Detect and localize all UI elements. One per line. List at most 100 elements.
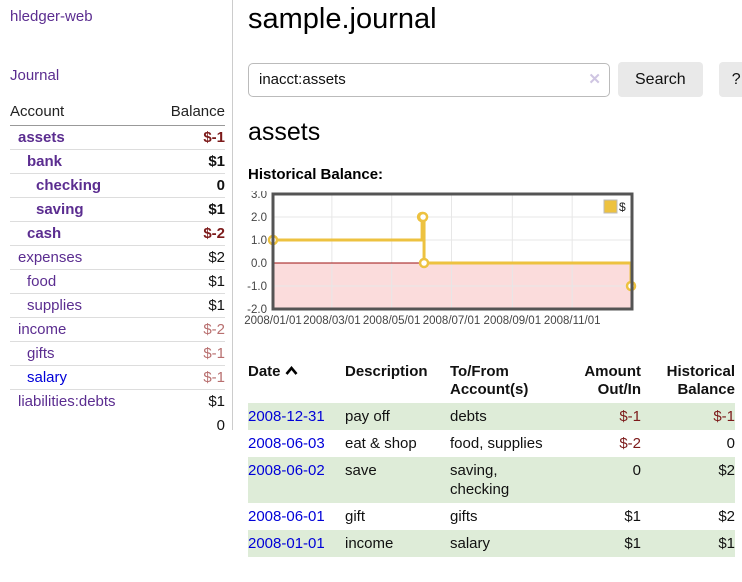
sidebar-account-income[interactable]: income: [18, 321, 67, 338]
transaction-balance: $2: [718, 508, 735, 525]
transaction-accounts: debts: [450, 408, 487, 425]
transaction-row: 2008-01-01 income salary $1 $1: [248, 530, 735, 557]
transaction-accounts: salary: [450, 535, 491, 552]
sidebar-account-expenses[interactable]: expenses: [18, 249, 83, 266]
account-balance: $-2: [152, 317, 225, 342]
account-row: bank $1: [10, 149, 225, 174]
account-row: expenses $2: [10, 245, 225, 270]
x-tick-label: 2008/09/01: [484, 315, 542, 327]
register-header-row: Date Description To/From Account(s) Amou…: [248, 361, 735, 403]
accounts-header-account: Account: [10, 100, 153, 126]
transaction-date-link[interactable]: 2008-12-31: [248, 408, 325, 425]
transaction-row: 2008-06-02 save saving, checking 0 $2: [248, 457, 735, 503]
transaction-amount: 0: [632, 462, 641, 479]
legend-swatch: [603, 199, 618, 214]
y-tick-label: 0.0: [251, 258, 267, 270]
register-header-amount: Amount Out/In: [584, 363, 641, 398]
main-content: sample.journal ✕ Search ? assets Histori…: [244, 0, 742, 557]
search-input[interactable]: [248, 62, 610, 97]
register-table: Date Description To/From Account(s) Amou…: [248, 361, 735, 557]
transaction-amount: $-1: [619, 408, 641, 425]
account-row: gifts $-1: [10, 341, 225, 366]
account-row: assets $-1: [10, 126, 225, 150]
transaction-description: save: [345, 462, 377, 479]
account-row: income $-2: [10, 317, 225, 342]
sidebar-account-food[interactable]: food: [27, 273, 57, 290]
transaction-date-link[interactable]: 2008-06-02: [248, 462, 325, 479]
account-heading: assets: [248, 118, 321, 146]
register-header-date[interactable]: Date: [248, 361, 345, 403]
transaction-amount: $-2: [619, 435, 641, 452]
transaction-description: income: [345, 535, 394, 552]
transaction-date-link[interactable]: 2008-01-01: [248, 535, 325, 552]
search-help-button[interactable]: ?: [718, 62, 742, 97]
account-balance: $1: [152, 149, 225, 174]
sidebar-account-liabilities-debts[interactable]: liabilities:debts: [18, 393, 116, 410]
sidebar-account-salary[interactable]: salary: [27, 369, 68, 386]
x-tick-label: 2008/01/01: [244, 315, 302, 327]
transaction-balance: $-1: [713, 408, 735, 425]
sidebar-account-bank[interactable]: bank: [27, 153, 63, 170]
account-row: liabilities:debts $1: [10, 389, 225, 413]
historical-balance-chart: $3.0 2.0 1.0 0.0 -1.0 -2.0 2008/01/01 2008/03/0…: [241, 189, 735, 334]
account-balance: $-1: [203, 129, 225, 146]
transaction-row: 2008-06-03 eat & shop food, supplies $-2 0: [248, 430, 735, 457]
account-row: checking 0: [10, 173, 225, 198]
account-row: food $1: [10, 269, 225, 294]
sort-ascending-icon: [285, 363, 298, 381]
transaction-row: 2008-12-31 pay off debts $-1 $-1: [248, 403, 735, 430]
brand-link[interactable]: hledger-web: [10, 8, 93, 25]
account-row: salary $-1: [10, 365, 225, 390]
sidebar-account-gifts[interactable]: gifts: [27, 345, 55, 362]
account-balance: $1: [152, 269, 225, 294]
accounts-total-row: 0: [10, 413, 225, 437]
search-button[interactable]: Search: [618, 62, 703, 97]
x-tick-label: 2008/11/01: [544, 315, 601, 327]
y-tick-label: -1.0: [247, 281, 267, 293]
transaction-description: pay off: [345, 408, 390, 425]
chart-title: Historical Balance:: [248, 166, 384, 183]
sidebar-account-supplies[interactable]: supplies: [27, 297, 83, 314]
data-point-marker: [417, 211, 429, 223]
plot-border: [271, 192, 634, 311]
y-tick-label: 3.0: [251, 191, 267, 201]
sidebar-account-checking[interactable]: checking: [36, 177, 102, 194]
register-header-description: Description: [345, 363, 428, 380]
account-balance: $2: [152, 245, 225, 270]
search-bar: ✕ Search ?: [248, 62, 742, 97]
sidebar-account-cash[interactable]: cash: [27, 225, 62, 242]
transaction-description: gift: [345, 508, 366, 525]
account-balance: $-1: [152, 365, 225, 390]
transaction-description: eat & shop: [345, 435, 417, 452]
account-row: cash $-2: [10, 221, 225, 246]
transaction-date-link[interactable]: 2008-06-01: [248, 508, 325, 525]
register-header-accounts: To/From Account(s): [450, 363, 529, 398]
transaction-amount: $1: [624, 535, 641, 552]
x-tick-label: 2008/05/01: [363, 315, 421, 327]
account-row: saving $1: [10, 197, 225, 222]
account-balance: $-1: [152, 341, 225, 366]
account-row: supplies $1: [10, 293, 225, 318]
y-tick-label: -2.0: [247, 304, 267, 316]
y-tick-label: 1.0: [251, 235, 267, 247]
sidebar-item-journal[interactable]: Journal: [10, 67, 60, 84]
sidebar-account-assets[interactable]: assets: [18, 129, 65, 146]
account-balance: $1: [152, 293, 225, 318]
y-tick-label: 2.0: [251, 212, 267, 224]
sidebar-account-saving[interactable]: saving: [36, 201, 84, 218]
account-balance: 0: [152, 173, 225, 198]
page-title: sample.journal: [248, 3, 437, 35]
clear-search-icon[interactable]: ✕: [588, 70, 601, 88]
transaction-balance: 0: [726, 435, 735, 452]
data-point-marker: [418, 257, 430, 269]
transaction-balance: $2: [718, 462, 735, 479]
accounts-header-balance: Balance: [152, 100, 225, 126]
transaction-row: 2008-06-01 gift gifts $1 $2: [248, 503, 735, 530]
transaction-date-link[interactable]: 2008-06-03: [248, 435, 325, 452]
transaction-balance: $1: [718, 535, 735, 552]
transaction-accounts: saving, checking: [450, 462, 510, 498]
sidebar: hledger-web Journal Account Balance asse…: [0, 0, 233, 434]
accounts-balance-table: Account Balance assets $-1 bank $1 checking 0…: [10, 100, 225, 437]
